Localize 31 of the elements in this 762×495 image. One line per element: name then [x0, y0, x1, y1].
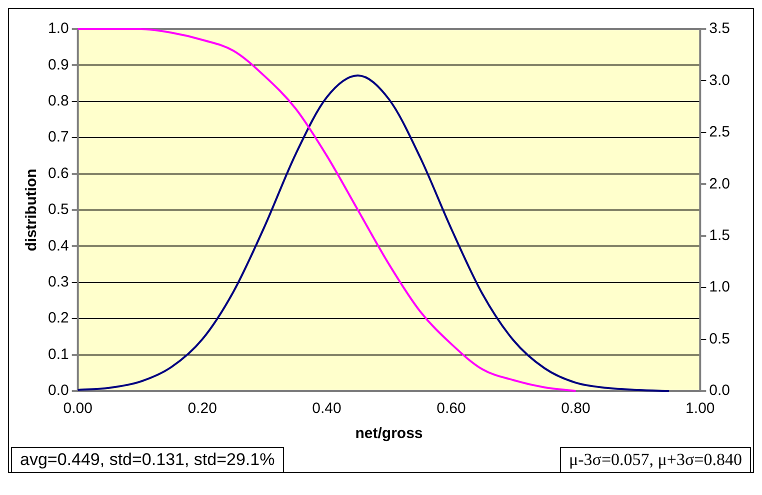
y2-tick-label: 2.5: [709, 124, 730, 141]
y2-tick-label: 2.0: [709, 175, 730, 192]
y-tick-label: 0.2: [48, 310, 69, 327]
text: avg=0.449, std=0.131, std=29.1%: [11, 447, 284, 472]
y-tick-label: 0.4: [48, 237, 69, 254]
x-axis-title: net/gross: [355, 425, 423, 442]
x-tick-label: 0.80: [561, 400, 590, 418]
y-tick-label: 0.6: [48, 164, 69, 182]
y-tick-label: 0.1: [48, 346, 69, 363]
text: μ-3σ=0.057, μ+3σ=0.840: [560, 447, 751, 472]
y-tick-label: 0.8: [48, 92, 69, 110]
y-tick-label: 0.3: [48, 274, 69, 291]
x-tick-label: 1.00: [686, 400, 715, 418]
y-tick-label: 0.5: [48, 201, 69, 218]
x-tick-label: 0.60: [436, 400, 466, 418]
y-axis-title: distribution: [23, 168, 40, 252]
y2-tick-label: 0.5: [709, 330, 730, 348]
x-tick-label: 0.00: [63, 400, 92, 418]
x-tick-label: 0.20: [188, 400, 217, 418]
line-series: [76, 74, 670, 392]
y2-tick-label: 3.5: [709, 20, 730, 38]
y2-tick-label: 1.5: [709, 227, 730, 244]
line-series: [76, 28, 577, 392]
y2-tick-label: 3.0: [709, 72, 730, 89]
y2-tick-label: 1.0: [709, 278, 730, 296]
y-tick-label: 1.0: [48, 20, 69, 38]
y-tick-label: 0.9: [48, 56, 69, 74]
y-tick-label: 0.7: [48, 128, 69, 146]
x-tick-label: 0.40: [312, 400, 342, 418]
y2-tick-label: 0.0: [709, 382, 730, 400]
y-tick-label: 0.0: [48, 382, 69, 400]
